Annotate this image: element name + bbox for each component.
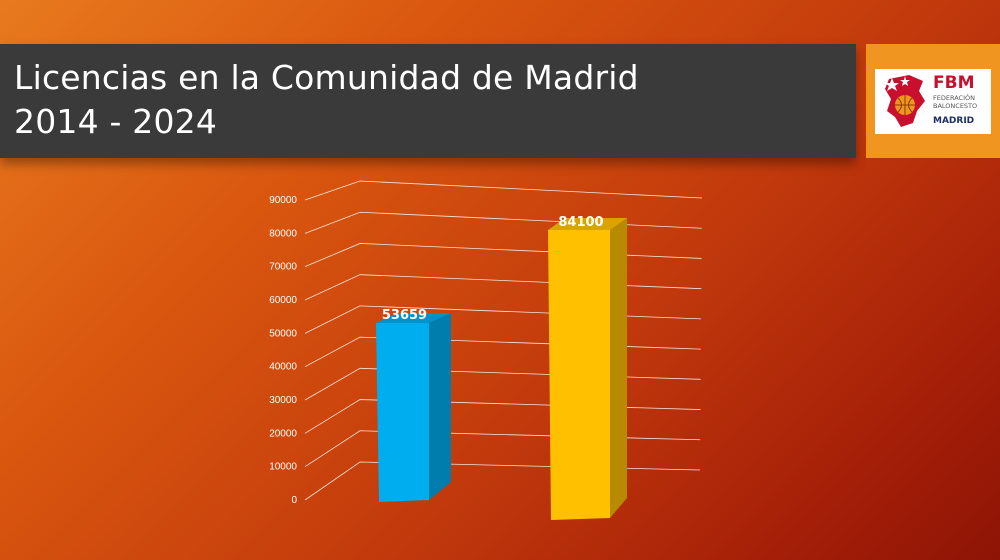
bar-2014 <box>376 313 451 502</box>
gridline <box>304 243 702 268</box>
gridline <box>304 305 702 334</box>
chart-y-axis: 0 10000 20000 30000 40000 50000 60000 70000 8000… <box>269 195 297 506</box>
gridline <box>304 430 701 468</box>
gridline <box>304 399 701 434</box>
bar-side-face <box>610 218 627 518</box>
gridline <box>304 274 702 301</box>
gridline <box>304 461 701 501</box>
chart-data-labels: 53659 84100 <box>382 215 604 323</box>
y-tick-label: 20000 <box>269 428 297 439</box>
slide-subtitle: 2014 - 2024 <box>14 102 218 141</box>
gridline <box>304 336 701 368</box>
y-tick-label: 90000 <box>269 195 297 206</box>
logo-panel: FBM FEDERACIÓN BALONCESTO MADRID <box>866 44 1000 158</box>
fbm-logo: FBM FEDERACIÓN BALONCESTO MADRID <box>875 69 991 134</box>
y-tick-label: 60000 <box>269 295 297 306</box>
y-tick-label: 70000 <box>269 262 297 273</box>
y-tick-label: 30000 <box>269 395 297 406</box>
bar-top-face <box>548 218 627 230</box>
gridline <box>304 367 701 401</box>
gridline <box>304 211 702 234</box>
logo-line-2: BALONCESTO <box>933 102 978 110</box>
title-bar: Licencias en la Comunidad de Madrid 2014… <box>0 44 856 158</box>
y-tick-label: 50000 <box>269 328 297 339</box>
logo-acronym: FBM <box>933 73 975 93</box>
bar-side-face <box>429 313 451 500</box>
y-tick-label: 0 <box>291 495 297 506</box>
y-tick-label: 40000 <box>269 362 297 373</box>
y-tick-label: 10000 <box>269 462 297 473</box>
y-tick-label: 80000 <box>269 228 297 239</box>
chart-bars <box>376 218 627 520</box>
logo-line-3: MADRID <box>933 116 975 126</box>
chart-gridlines <box>304 180 703 501</box>
slide-title: Licencias en la Comunidad de Madrid <box>14 58 639 97</box>
gridline <box>304 180 703 201</box>
bar-front-face <box>376 323 429 502</box>
madrid-region-basketball-icon <box>885 75 925 127</box>
bar-value-label: 84100 <box>558 215 603 230</box>
bar-value-label: 53659 <box>382 308 427 323</box>
bar-top-face <box>376 313 451 323</box>
bar-front-face <box>548 230 610 520</box>
bar-2024 <box>548 218 627 520</box>
logo-line-1: FEDERACIÓN <box>933 94 975 102</box>
